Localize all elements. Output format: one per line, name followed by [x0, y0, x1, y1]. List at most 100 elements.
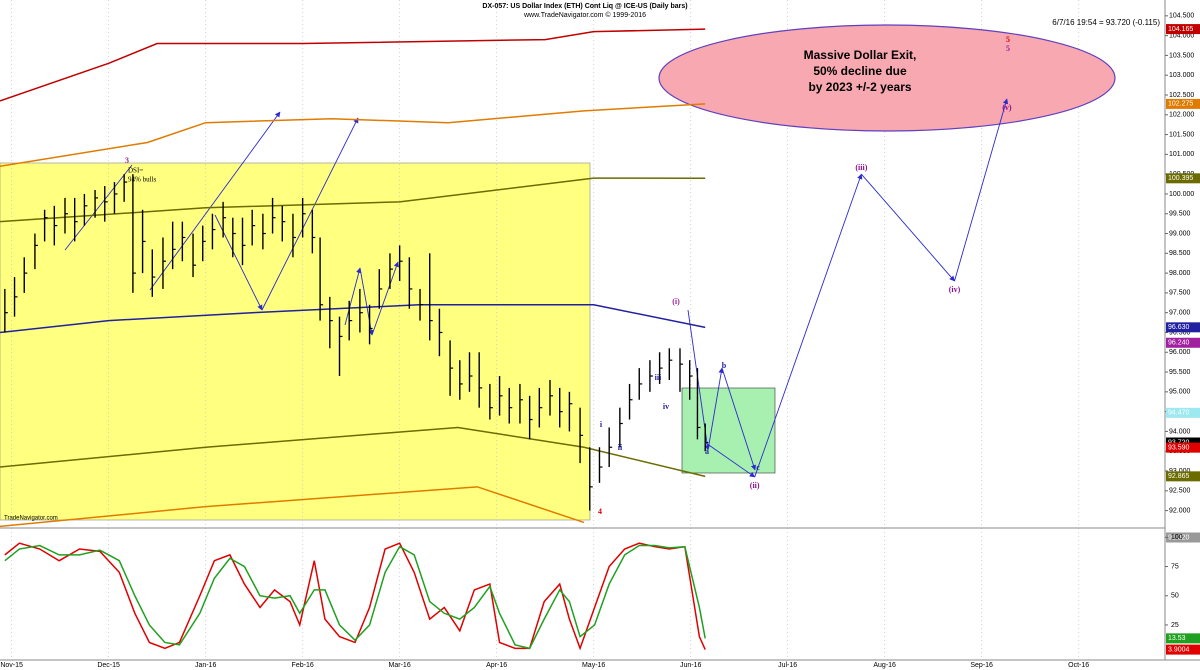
y-tick-label: 103.500 [1169, 52, 1194, 59]
forecast-note: by 2023 +/-2 years [808, 80, 911, 94]
wave-label: (ii) [750, 481, 760, 490]
x-tick-label: Apr-16 [486, 662, 507, 669]
y-tick-label: 50 [1171, 593, 1179, 600]
y-tick-label: 99.000 [1169, 230, 1191, 237]
arrow [149, 111, 281, 291]
wave-label: b [722, 361, 727, 370]
wave-label: i [600, 420, 603, 429]
y-tick-label: 102.500 [1169, 92, 1194, 99]
y-tick-label: 99.500 [1169, 211, 1191, 218]
chart-title: DX-057: US Dollar Index (ETH) Cont Liq @… [482, 3, 687, 10]
arrow [371, 261, 399, 336]
arrow [261, 117, 359, 311]
x-tick-label: Oct-16 [1068, 662, 1089, 669]
wave-label: 3 [125, 156, 129, 165]
oscillator-tag [1166, 633, 1200, 644]
price-tag-label: 100.395 [1168, 175, 1193, 182]
dsi-note: DSI= [128, 167, 143, 175]
oscillator-line [4, 542, 706, 651]
price-tag-label: 92.865 [1168, 473, 1190, 480]
y-tick-label: 98.000 [1169, 270, 1191, 277]
price-tag [1166, 98, 1200, 109]
forecast-note: 50% decline due [813, 64, 907, 78]
wave-label: (i) [672, 297, 680, 306]
wave-label: (iii) [855, 163, 867, 172]
wave-label: 5 [1006, 44, 1010, 53]
y-tick-label: 75 [1171, 563, 1179, 570]
oscillator-line [4, 544, 706, 650]
y-tick-label: 101.000 [1169, 151, 1194, 158]
price-tag [1166, 173, 1200, 184]
wave-label: (v) [1002, 103, 1012, 112]
x-tick-label: Nov-15 [0, 662, 23, 669]
price-tag [1166, 471, 1200, 482]
wave-label: (iv) [949, 285, 961, 294]
x-tick-label: Sep-16 [970, 662, 993, 669]
y-tick-label: 100 [1171, 534, 1183, 541]
overlay-line [0, 103, 706, 167]
wave-label: 5 [1006, 35, 1010, 44]
price-tag-label: 94.470 [1168, 410, 1190, 417]
x-tick-label: May-16 [582, 662, 605, 669]
y-tick-label: 97.500 [1169, 290, 1191, 297]
y-tick-label: 103.000 [1169, 72, 1194, 79]
oscillator-tag-label: 13.53 [1168, 635, 1186, 642]
overlay-line [0, 28, 706, 102]
forecast-note: Massive Dollar Exit, [804, 48, 917, 62]
wave-label: ii [618, 443, 623, 452]
price-tag [1166, 337, 1200, 348]
x-tick-label: Aug-16 [873, 662, 896, 669]
arrow [721, 367, 757, 471]
overlay-line [0, 426, 706, 478]
price-tag [1166, 437, 1200, 448]
wave-label: a [705, 447, 709, 456]
note-ellipse [658, 24, 1116, 132]
target-box [681, 387, 776, 474]
price-tag [1166, 442, 1200, 453]
wave-label: iii [655, 373, 662, 382]
price-tag-label: 96.630 [1168, 324, 1190, 331]
forecast-segment [954, 98, 1009, 282]
dsi-note: 94% bulls [128, 176, 156, 184]
channel-line [64, 164, 133, 251]
price-tag-label: 91.320 [1168, 534, 1190, 541]
y-tick-label: 104.000 [1169, 32, 1194, 39]
y-tick-label: 102.000 [1169, 112, 1194, 119]
y-tick-label: 94.000 [1169, 428, 1191, 435]
y-tick-label: 96.000 [1169, 349, 1191, 356]
price-tag-label: 93.590 [1168, 444, 1190, 451]
x-tick-label: Feb-16 [292, 662, 314, 669]
y-tick-label: 95.500 [1169, 369, 1191, 376]
y-tick-label: 97.000 [1169, 310, 1191, 317]
forecast-segment [754, 173, 863, 478]
price-tag-label: 102.275 [1168, 101, 1193, 108]
wave-label: c [756, 463, 760, 472]
oscillator-tag [1166, 644, 1200, 655]
y-tick-label: 98.500 [1169, 250, 1191, 257]
overlay-line [0, 486, 585, 528]
y-tick-label: 95.000 [1169, 389, 1191, 396]
forecast-segment [704, 442, 756, 478]
price-tag [1166, 532, 1200, 543]
wave-label: iv [663, 402, 669, 411]
price-tag [1166, 407, 1200, 418]
price-tag-label: 104.165 [1168, 26, 1193, 33]
overlay-line [0, 304, 706, 334]
y-tick-label: 92.500 [1169, 488, 1191, 495]
price-tag-label: 96.240 [1168, 340, 1190, 347]
y-tick-label: 96.500 [1169, 329, 1191, 336]
watermark: TradeNavigator.com [4, 516, 58, 522]
quote: 6/7/16 19:54 = 93.720 (-0.115) [1052, 18, 1160, 27]
price-tag [1166, 24, 1200, 35]
arrow [344, 267, 362, 326]
arrow [707, 367, 724, 451]
x-tick-label: Jul-16 [778, 662, 797, 669]
overlay-line [0, 177, 706, 223]
y-tick-label: 101.500 [1169, 131, 1194, 138]
forecast-segment [861, 173, 955, 282]
highlight-box [0, 162, 591, 521]
price-tag [1166, 322, 1200, 333]
chart-subtitle: www.TradeNavigator.com © 1999-2016 [523, 11, 646, 19]
y-tick-label: 104.500 [1169, 13, 1194, 20]
